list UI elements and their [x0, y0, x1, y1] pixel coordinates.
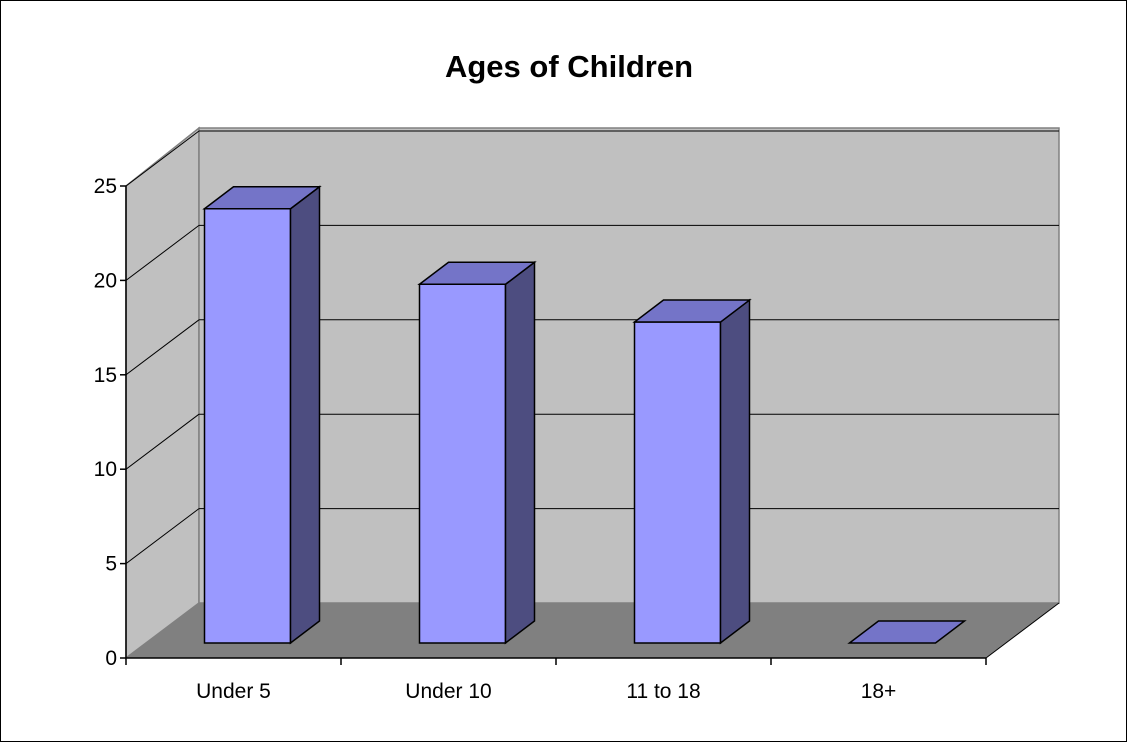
- bar: [632, 298, 752, 645]
- x-tick-label: 11 to 18: [626, 680, 700, 703]
- gridlines: [125, 130, 1059, 564]
- floor-edge: [985, 602, 1060, 659]
- y-tick-label: 5: [105, 553, 117, 576]
- bar-front: [203, 208, 292, 644]
- bar: [202, 185, 322, 645]
- bar: [417, 260, 537, 645]
- y-tick-label: 0: [105, 647, 117, 670]
- y-tick-label: 10: [94, 458, 117, 481]
- y-axis-ticks: 0 5 10 15 20 25: [94, 175, 126, 670]
- y-tick-label: 25: [94, 175, 117, 198]
- gridline-side: [125, 319, 200, 376]
- x-tick-label: Under 5: [196, 680, 271, 703]
- gridline-side: [125, 130, 200, 187]
- bar-side: [289, 185, 321, 645]
- bar-top: [417, 261, 537, 286]
- chart-walls: [125, 126, 1060, 660]
- y-tick-label: 15: [94, 364, 117, 387]
- gridline-side: [125, 225, 200, 281]
- bar-front: [418, 283, 507, 644]
- bar-side: [719, 298, 751, 645]
- bar-top: [847, 620, 967, 644]
- gridline-side: [125, 413, 200, 470]
- bar-top: [632, 299, 752, 323]
- bar-side: [504, 260, 536, 645]
- back-wall: [198, 127, 1060, 604]
- chart-title: Ages of Children: [445, 49, 693, 84]
- x-tick-label: 18+: [861, 680, 897, 703]
- gridline-side: [125, 508, 200, 564]
- bar-front: [633, 321, 722, 644]
- side-wall: [125, 126, 200, 660]
- bar-top: [202, 186, 322, 210]
- x-tick-label: Under 10: [405, 680, 491, 703]
- y-tick-label: 20: [94, 269, 117, 292]
- bars: [202, 185, 967, 645]
- x-axis-ticks: Under 5 Under 10 11 to 18 18+: [125, 658, 987, 703]
- floor: [126, 603, 1059, 658]
- bar: [847, 620, 967, 644]
